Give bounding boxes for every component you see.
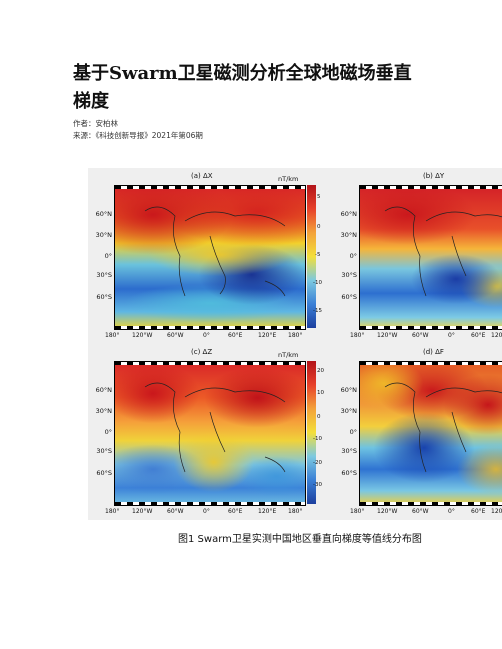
panel-c-xtick-4: 60°E bbox=[228, 508, 243, 515]
panel-a-coastlines bbox=[144, 206, 286, 297]
panel-c-ytick-1: 30°N bbox=[95, 407, 112, 415]
panel-c-cbar-tick-1: 10 bbox=[317, 390, 324, 396]
panel-a-xtick-6: 180° bbox=[288, 332, 303, 339]
panel-b-map bbox=[359, 185, 502, 330]
panel-c-cbar-tick-3: -10 bbox=[313, 436, 322, 442]
panel-a-cbar-tick-3: -10 bbox=[313, 280, 322, 286]
panel-c-cbar-tick-2: 0 bbox=[317, 414, 321, 420]
panel-c-unit: nT/km bbox=[278, 351, 299, 359]
panel-a: (a) ΔX nT/km 60°N 30°N 0° 30°S 60°S 180°… bbox=[88, 168, 318, 343]
panel-c-coastlines bbox=[144, 382, 286, 473]
panel-d-map bbox=[359, 361, 502, 506]
panel-d-xtick-2: 60°W bbox=[412, 508, 429, 515]
panel-d-title: (d) ΔF bbox=[423, 348, 444, 356]
panel-a-cbar-tick-0: 5 bbox=[317, 194, 321, 200]
panel-d-coastlines bbox=[384, 382, 502, 473]
panel-b: (b) ΔY 60°N 30°N 0° 30°S 60°S 180° 120°W… bbox=[333, 168, 502, 343]
panel-d-ytick-4: 60°S bbox=[341, 469, 357, 477]
panel-a-cbar-tick-4: -15 bbox=[313, 308, 322, 314]
panel-a-xtick-2: 60°W bbox=[167, 332, 184, 339]
panel-a-cbar-tick-2: -5 bbox=[315, 252, 321, 258]
source-line: 来源：《科技创新导报》2021年第06期 bbox=[73, 131, 203, 140]
panel-a-ytick-3: 30°S bbox=[96, 271, 112, 279]
panel-d-ytick-0: 60°N bbox=[340, 386, 357, 394]
panel-a-map bbox=[114, 185, 306, 330]
panel-a-colorbar bbox=[307, 185, 316, 328]
panel-d-ytick-1: 30°N bbox=[340, 407, 357, 415]
panel-d-xtick-5: 120 bbox=[491, 508, 502, 515]
panel-c-ytick-4: 60°S bbox=[96, 469, 112, 477]
panel-c: (c) ΔZ nT/km 60°N 30°N 0° 30°S 60°S 180°… bbox=[88, 344, 318, 520]
panel-a-xtick-3: 0° bbox=[203, 332, 210, 339]
panel-b-ytick-2: 0° bbox=[349, 252, 357, 260]
figure-caption: 图1 Swarm卫星实测中国地区垂直向梯度等值线分布图 bbox=[178, 534, 422, 545]
panel-c-cbar-tick-5: -30 bbox=[313, 482, 322, 488]
panel-d-xtick-0: 180° bbox=[350, 508, 365, 515]
panel-a-xtick-1: 120°W bbox=[132, 332, 153, 339]
panel-d-ytick-2: 0° bbox=[349, 428, 357, 436]
panel-b-ytick-1: 30°N bbox=[340, 231, 357, 239]
panel-d: (d) ΔF 60°N 30°N 0° 30°S 60°S 180° 120°W… bbox=[333, 344, 502, 520]
panel-a-title: (a) ΔX bbox=[191, 172, 213, 180]
panel-a-ytick-0: 60°N bbox=[95, 210, 112, 218]
panel-a-cbar-tick-1: 0 bbox=[317, 224, 321, 230]
panel-c-xtick-1: 120°W bbox=[132, 508, 153, 515]
panel-b-ytick-4: 60°S bbox=[341, 293, 357, 301]
panel-a-xtick-0: 180° bbox=[105, 332, 120, 339]
title-line-2: 梯度 bbox=[73, 91, 109, 112]
panel-c-xtick-2: 60°W bbox=[167, 508, 184, 515]
panel-c-map bbox=[114, 361, 306, 506]
panel-b-xtick-4: 60°E bbox=[471, 332, 486, 339]
panel-c-xtick-3: 0° bbox=[203, 508, 210, 515]
panel-a-ytick-4: 60°S bbox=[96, 293, 112, 301]
panel-d-xtick-4: 60°E bbox=[471, 508, 486, 515]
author-line: 作者：安柏林 bbox=[73, 119, 118, 128]
panel-c-ytick-0: 60°N bbox=[95, 386, 112, 394]
panel-d-xtick-1: 120°W bbox=[377, 508, 398, 515]
panel-a-xtick-5: 120°E bbox=[258, 332, 277, 339]
panel-d-ytick-3: 30°S bbox=[341, 447, 357, 455]
panel-b-xtick-2: 60°W bbox=[412, 332, 429, 339]
panel-a-ytick-1: 30°N bbox=[95, 231, 112, 239]
panel-c-cbar-tick-0: 20 bbox=[317, 368, 324, 374]
panel-a-xtick-4: 60°E bbox=[228, 332, 243, 339]
panel-a-ytick-2: 0° bbox=[104, 252, 112, 260]
panel-c-colorbar bbox=[307, 361, 316, 504]
panel-b-xtick-5: 120 bbox=[491, 332, 502, 339]
panel-a-unit: nT/km bbox=[278, 175, 299, 183]
panel-b-ytick-3: 30°S bbox=[341, 271, 357, 279]
document-title: 基于Swarm卫星磁测分析全球地磁场垂直 梯度 bbox=[73, 60, 453, 116]
panel-c-cbar-tick-4: -20 bbox=[313, 460, 322, 466]
panel-b-xtick-3: 0° bbox=[448, 332, 455, 339]
panel-c-title: (c) ΔZ bbox=[191, 348, 213, 356]
title-line-1: 基于Swarm卫星磁测分析全球地磁场垂直 bbox=[73, 63, 412, 84]
panel-b-xtick-1: 120°W bbox=[377, 332, 398, 339]
panel-b-title: (b) ΔY bbox=[423, 172, 445, 180]
panel-c-xtick-5: 120°E bbox=[258, 508, 277, 515]
figure: (a) ΔX nT/km 60°N 30°N 0° 30°S 60°S 180°… bbox=[88, 168, 502, 520]
panel-d-xtick-3: 0° bbox=[448, 508, 455, 515]
panel-c-ytick-3: 30°S bbox=[96, 447, 112, 455]
panel-c-ytick-2: 0° bbox=[104, 428, 112, 436]
panel-c-xtick-0: 180° bbox=[105, 508, 120, 515]
panel-b-coastlines bbox=[384, 206, 502, 297]
panel-c-xtick-6: 180° bbox=[288, 508, 303, 515]
panel-b-xtick-0: 180° bbox=[350, 332, 365, 339]
panel-b-ytick-0: 60°N bbox=[340, 210, 357, 218]
